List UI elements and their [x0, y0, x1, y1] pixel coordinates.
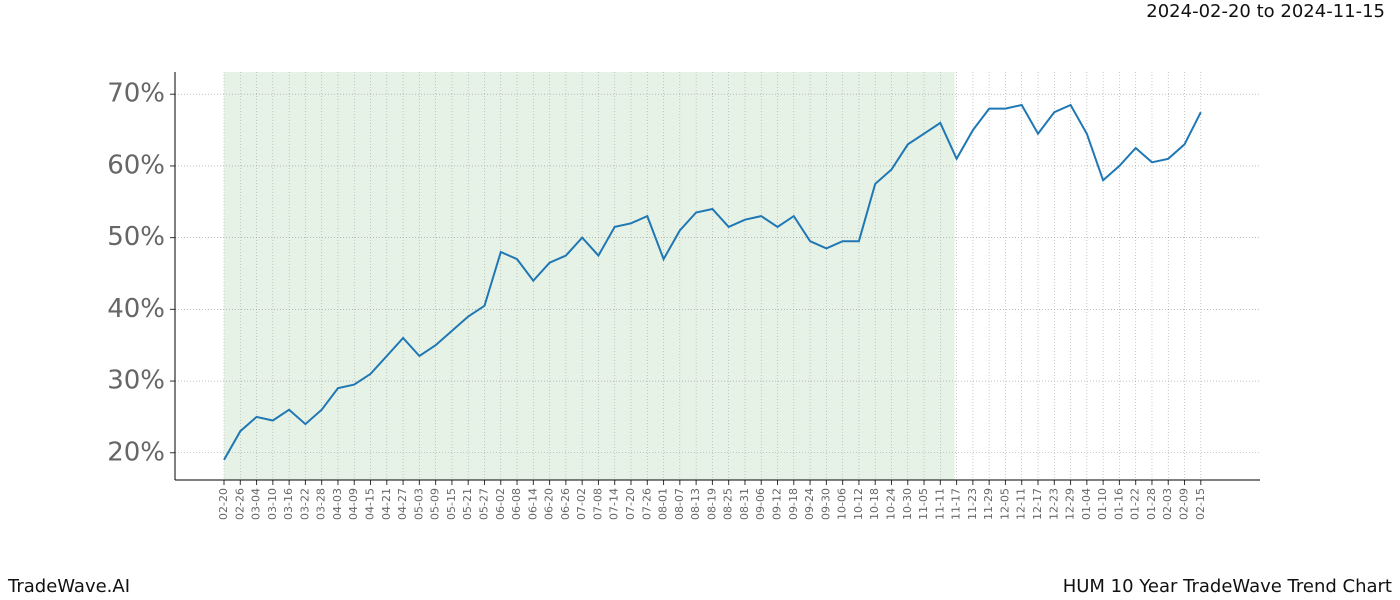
x-tick-label: 01-22	[1129, 488, 1142, 520]
x-tick-label: 07-02	[575, 488, 588, 520]
x-tick-label: 08-19	[705, 488, 718, 520]
x-tick-label: 11-05	[917, 488, 930, 520]
x-tick-label: 09-24	[803, 488, 816, 520]
highlight-band	[224, 72, 955, 480]
y-tick-label: 30%	[107, 366, 165, 396]
x-tick-label: 03-10	[266, 488, 279, 520]
x-tick-label: 06-14	[526, 488, 539, 520]
x-tick-label: 12-17	[1031, 488, 1044, 520]
x-tick-label: 12-23	[1047, 488, 1060, 520]
y-tick-label: 60%	[107, 150, 165, 180]
x-tick-label: 01-10	[1096, 488, 1109, 520]
x-tick-label: 05-21	[461, 488, 474, 520]
x-tick-label: 03-04	[250, 488, 263, 520]
x-tick-label: 11-29	[982, 488, 995, 520]
x-tick-label: 08-01	[657, 488, 670, 520]
x-tick-label: 06-20	[543, 488, 556, 520]
x-tick-label: 10-06	[836, 488, 849, 520]
x-tick-label: 12-29	[1064, 488, 1077, 520]
x-tick-label: 04-27	[396, 488, 409, 520]
x-tick-label: 02-15	[1194, 488, 1207, 520]
x-tick-label: 11-23	[966, 488, 979, 520]
x-tick-label: 04-03	[331, 488, 344, 520]
x-tick-label: 02-09	[1178, 488, 1191, 520]
x-tick-label: 03-22	[298, 488, 311, 520]
x-tick-label: 07-20	[624, 488, 637, 520]
x-tick-label: 01-04	[1080, 488, 1093, 520]
x-tick-label: 06-02	[494, 488, 507, 520]
x-tick-label: 07-08	[591, 488, 604, 520]
x-tick-label: 03-28	[315, 488, 328, 520]
x-tick-label: 11-17	[950, 488, 963, 520]
x-tick-label: 05-15	[445, 488, 458, 520]
chart-title: HUM 10 Year TradeWave Trend Chart	[1063, 576, 1392, 597]
brand: TradeWave.AI	[7, 576, 130, 597]
x-tick-label: 09-18	[787, 488, 800, 520]
x-tick-label: 06-26	[559, 488, 572, 520]
x-tick-label: 05-09	[429, 488, 442, 520]
x-tick-label: 12-05	[998, 488, 1011, 520]
x-tick-label: 01-16	[1112, 488, 1125, 520]
x-tick-label: 05-03	[412, 488, 425, 520]
x-tick-label: 10-24	[884, 488, 897, 520]
x-tick-label: 09-06	[754, 488, 767, 520]
trend-line	[223, 103, 1202, 461]
x-tick-label: 08-25	[722, 488, 735, 520]
x-tick-label: 08-13	[689, 488, 702, 520]
x-tick-label: 07-14	[608, 488, 621, 520]
x-tick-label: 04-15	[364, 488, 377, 520]
x-tick-label: 02-03	[1161, 488, 1174, 520]
x-tick-label: 02-20	[217, 488, 230, 520]
x-tick-label: 09-12	[771, 488, 784, 520]
y-tick-label: 50%	[107, 222, 165, 252]
x-tick-label: 08-31	[738, 488, 751, 520]
x-tick-label: 10-30	[901, 488, 914, 520]
x-tick-label: 10-18	[868, 488, 881, 520]
x-tick-label: 12-11	[1015, 488, 1028, 520]
x-tick-label: 04-09	[347, 488, 360, 520]
x-tick-label: 11-11	[933, 488, 946, 520]
x-tick-label: 10-12	[852, 488, 865, 520]
x-tick-label: 05-27	[477, 488, 490, 520]
chart-subtitle: 2024-02-20 to 2024-11-15	[1146, 1, 1385, 22]
x-tick-label: 06-08	[510, 488, 523, 520]
x-tick-label: 01-28	[1145, 488, 1158, 520]
x-tick-label: 07-26	[640, 488, 653, 520]
x-tick-label: 09-30	[819, 488, 832, 520]
x-tick-label: 03-16	[282, 488, 295, 520]
x-tick-label: 02-26	[233, 488, 246, 520]
y-tick-label: 20%	[107, 437, 165, 467]
x-tick-label: 04-21	[380, 488, 393, 520]
y-tick-label: 40%	[107, 294, 165, 324]
x-tick-label: 08-07	[673, 488, 686, 520]
y-tick-label: 70%	[107, 79, 165, 109]
